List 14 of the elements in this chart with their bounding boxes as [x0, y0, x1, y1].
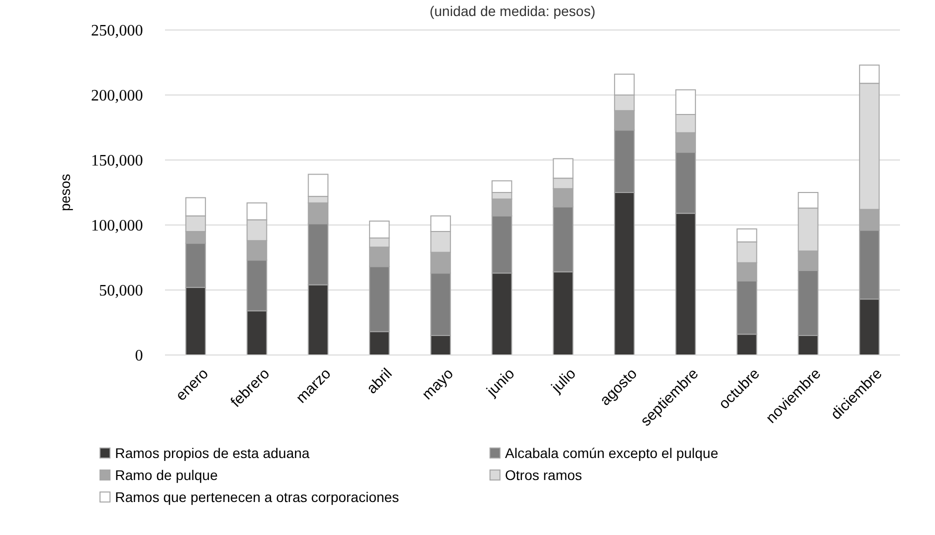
x-tick-label: julio: [548, 365, 580, 397]
y-tick-label: 150,000: [91, 152, 143, 170]
y-tick-label: 250,000: [91, 22, 143, 40]
y-tick-label: 100,000: [91, 218, 143, 235]
chart-subtitle: (unidad de medida: pesos): [430, 3, 596, 19]
y-tick-label: 200,000: [91, 88, 143, 105]
y-axis-title: pesos: [57, 174, 73, 212]
legend-label: Otros ramos: [505, 466, 582, 483]
legend-label: Ramos propios de esta aduana: [115, 444, 310, 461]
legend-label: Ramo de pulque: [115, 466, 218, 483]
legend-label: Alcabala común excepto el pulque: [505, 444, 718, 461]
y-tick-label: 50,000: [99, 282, 143, 300]
y-tick-label: 0: [135, 348, 143, 365]
legend-label: Ramos que pertenecen a otras corporaciones: [115, 488, 400, 505]
